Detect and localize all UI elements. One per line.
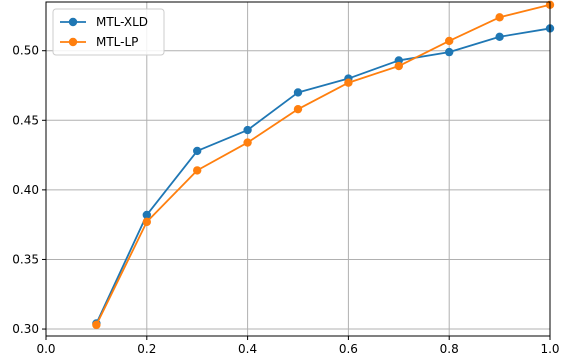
legend-label-mtl-xld: MTL-XLD [96,15,148,29]
legend: MTL-XLD MTL-LP [52,8,165,56]
legend-marker-mtl-xld [68,17,78,27]
data-point-mtl-lp [394,61,403,71]
data-point-mtl-lp [495,13,504,22]
data-point-mtl-xld [193,146,202,156]
series-mtl-xld [92,24,555,328]
plot-series [92,0,555,330]
x-tick-label: 0.6 [339,342,358,356]
data-point-mtl-lp [193,166,202,175]
data-point-mtl-lp [445,36,454,46]
data-point-mtl-xld [495,32,504,41]
y-tick-label: 0.30 [12,322,39,336]
legend-box [52,8,165,56]
x-tick-label: 0.0 [36,342,55,356]
x-tick-label: 0.8 [440,342,459,356]
legend-label-mtl-lp: MTL-LP [96,35,138,49]
data-point-mtl-xld [445,47,454,57]
series-line-mtl-lp [95,3,551,326]
series-line-mtl-xld [95,27,551,324]
y-tick-label: 0.40 [12,183,39,197]
data-point-mtl-lp [243,138,252,147]
data-point-mtl-lp [293,104,303,114]
legend-marker-mtl-lp [68,37,78,47]
x-tick-label: 0.4 [238,342,257,356]
x-tick-label: 0.2 [137,342,156,356]
legend-item-mtl-lp: MTL-LP [60,35,138,49]
x-tick-label: 1.0 [540,342,559,356]
y-tick-label: 0.50 [12,44,39,58]
data-point-mtl-lp [92,320,101,330]
y-axis: 0.30 0.35 0.40 0.45 0.50 [12,44,46,336]
legend-item-mtl-xld: MTL-XLD [60,15,148,29]
data-point-mtl-xld [293,88,303,97]
plot-frame [45,1,551,337]
y-tick-label: 0.45 [12,113,39,127]
data-point-mtl-lp [142,217,151,227]
data-point-mtl-lp [344,78,353,87]
y-tick-label: 0.35 [12,252,39,266]
data-point-mtl-xld [243,125,252,135]
data-point-mtl-xld [142,210,151,220]
x-axis: 0.0 0.2 0.4 0.6 0.8 1.0 [36,336,560,356]
